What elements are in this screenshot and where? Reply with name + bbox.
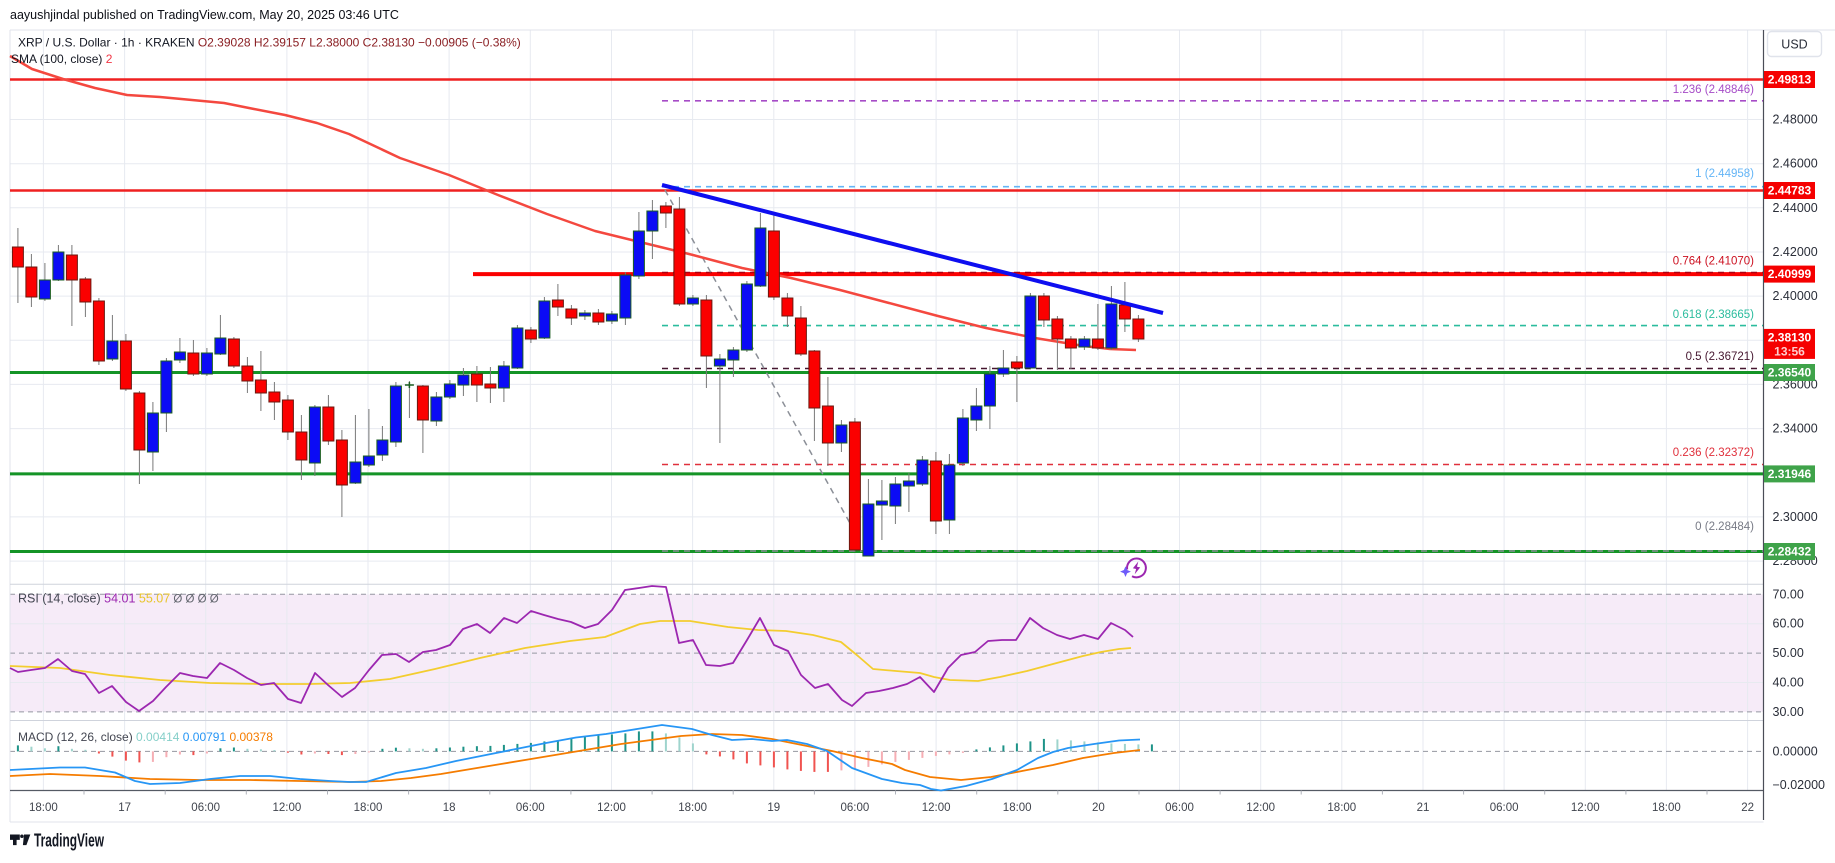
svg-text:1 (2.44958): 1 (2.44958): [1695, 168, 1754, 180]
svg-text:XRP / U.S. Dollar · 1h · KRAKE: XRP / U.S. Dollar · 1h · KRAKEN O2.39028…: [18, 36, 521, 50]
svg-text:21: 21: [1417, 802, 1430, 814]
svg-text:2.46000: 2.46000: [1773, 157, 1818, 171]
svg-text:22: 22: [1741, 802, 1754, 814]
svg-text:2.34000: 2.34000: [1773, 422, 1818, 436]
svg-text:2.42000: 2.42000: [1773, 245, 1818, 259]
svg-text:70.00: 70.00: [1773, 587, 1804, 601]
svg-text:30.00: 30.00: [1773, 705, 1804, 719]
svg-text:12:00: 12:00: [273, 802, 302, 814]
svg-text:0.00000: 0.00000: [1773, 744, 1818, 758]
svg-text:18:00: 18:00: [678, 802, 707, 814]
svg-text:2.28432: 2.28432: [1768, 545, 1812, 559]
svg-text:12:00: 12:00: [1571, 802, 1600, 814]
svg-text:2.44000: 2.44000: [1773, 201, 1818, 215]
svg-text:18:00: 18:00: [29, 802, 58, 814]
svg-text:12:00: 12:00: [597, 802, 626, 814]
svg-text:18:00: 18:00: [1652, 802, 1681, 814]
svg-text:aayushjindal published on Trad: aayushjindal published on TradingView.co…: [10, 8, 399, 22]
svg-text:13:56: 13:56: [1774, 344, 1805, 358]
svg-text:06:00: 06:00: [841, 802, 870, 814]
svg-text:19: 19: [767, 802, 780, 814]
svg-text:2.38130: 2.38130: [1768, 330, 1812, 344]
svg-text:06:00: 06:00: [1165, 802, 1194, 814]
svg-text:USD: USD: [1781, 38, 1807, 52]
svg-text:2.40999: 2.40999: [1768, 267, 1812, 281]
svg-text:2.48000: 2.48000: [1773, 113, 1818, 127]
svg-text:0.5 (2.36721): 0.5 (2.36721): [1686, 351, 1755, 363]
svg-text:2.49813: 2.49813: [1768, 73, 1812, 87]
svg-text:2.30000: 2.30000: [1773, 510, 1818, 524]
svg-text:2.40000: 2.40000: [1773, 289, 1818, 303]
svg-text:−0.02000: −0.02000: [1773, 778, 1826, 792]
svg-text:60.00: 60.00: [1773, 617, 1804, 631]
svg-text:1.236 (2.48846): 1.236 (2.48846): [1673, 84, 1754, 96]
svg-text:MACD (12, 26, close) 0.00414 0: MACD (12, 26, close) 0.00414 0.00791 0.0…: [18, 730, 273, 744]
svg-text:TradingView: TradingView: [34, 831, 105, 851]
svg-text:20: 20: [1092, 802, 1105, 814]
svg-text:SMA (100, close) 2: SMA (100, close) 2: [11, 52, 113, 66]
svg-text:12:00: 12:00: [922, 802, 951, 814]
svg-text:2.31946: 2.31946: [1768, 467, 1812, 481]
svg-text:RSI (14, close) 54.01 55.07 Ø: RSI (14, close) 54.01 55.07 Ø Ø Ø Ø: [18, 592, 219, 606]
svg-text:17: 17: [118, 802, 131, 814]
svg-text:18:00: 18:00: [354, 802, 383, 814]
svg-text:18:00: 18:00: [1003, 802, 1032, 814]
svg-text:06:00: 06:00: [191, 802, 220, 814]
svg-text:2.44783: 2.44783: [1768, 184, 1812, 198]
svg-text:06:00: 06:00: [1490, 802, 1519, 814]
svg-text:06:00: 06:00: [516, 802, 545, 814]
svg-text:0.764 (2.41070): 0.764 (2.41070): [1673, 256, 1754, 268]
svg-text:0.236 (2.32372): 0.236 (2.32372): [1673, 447, 1754, 459]
svg-text:50.00: 50.00: [1773, 646, 1804, 660]
svg-text:2.36540: 2.36540: [1768, 366, 1812, 380]
svg-text:0.618 (2.38665): 0.618 (2.38665): [1673, 309, 1754, 321]
svg-text:12:00: 12:00: [1246, 802, 1275, 814]
svg-text:18:00: 18:00: [1327, 802, 1356, 814]
svg-text:18: 18: [443, 802, 456, 814]
svg-text:40.00: 40.00: [1773, 676, 1804, 690]
svg-text:0 (2.28484): 0 (2.28484): [1695, 521, 1754, 533]
